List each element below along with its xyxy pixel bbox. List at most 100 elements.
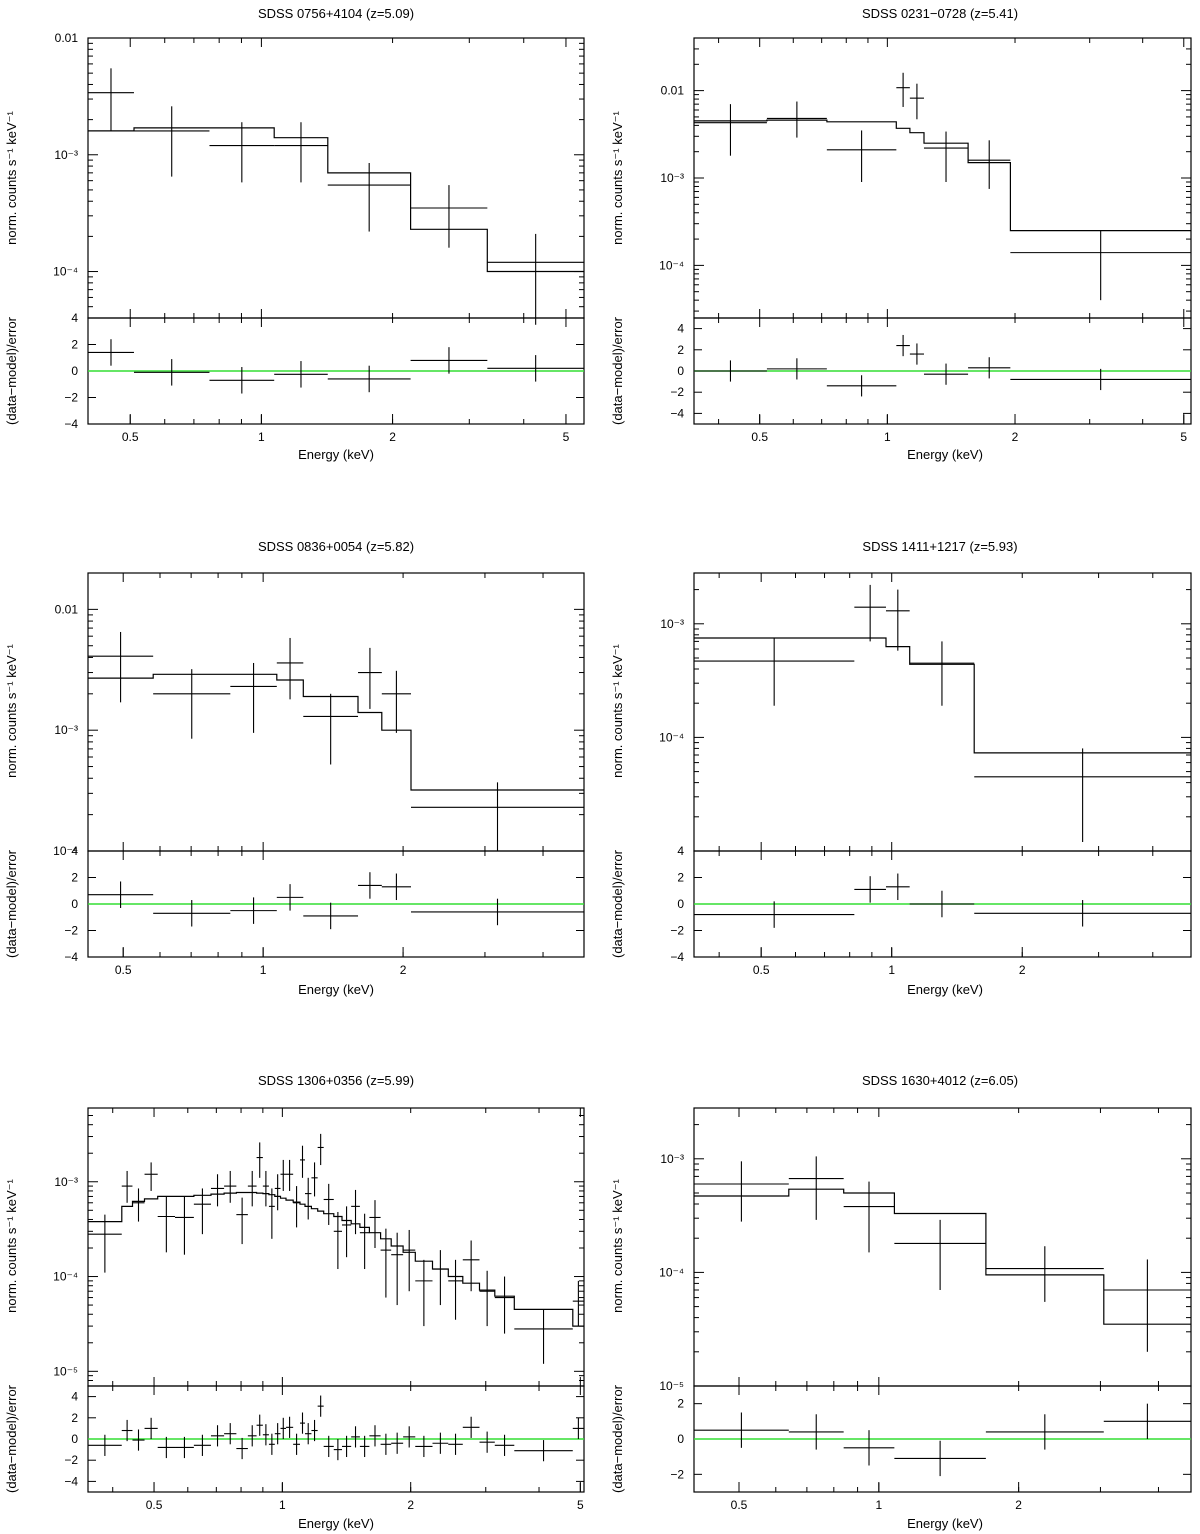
panel-title: SDSS 0836+0054 (z=5.82)	[258, 539, 414, 554]
panel-title: SDSS 1306+0356 (z=5.99)	[258, 1073, 414, 1088]
spectrum-plot: 0.01 10⁻³ 10⁻⁴	[53, 572, 585, 858]
residual-plot: 0.5 1 2 5 −4 −2 0 2 4	[64, 311, 585, 444]
x-tick-label: 0.5	[731, 1498, 748, 1512]
y-tick-label: 10⁻⁴	[659, 258, 684, 272]
residual-plot: 0.5 1 2 5 −4 −2 0 2 4	[670, 317, 1192, 444]
residual-y-tick-label: 0	[677, 897, 684, 911]
x-tick-label: 0.5	[122, 430, 139, 444]
residual-y-tick-label: −2	[670, 1467, 684, 1481]
x-axis-label: Energy (keV)	[907, 1516, 983, 1531]
residual-axis-label: (data−model)/error	[610, 1384, 625, 1493]
y-tick-label: 10⁻⁴	[53, 1270, 78, 1284]
x-tick-label: 2	[400, 963, 407, 977]
model-step-line	[694, 1188, 1191, 1325]
residual-y-tick-label: −4	[64, 1474, 78, 1488]
model-step-line	[694, 119, 1191, 232]
y-tick-label: 10⁻⁴	[53, 265, 78, 279]
y-tick-label: 0.01	[55, 602, 79, 616]
x-tick-label: 5	[563, 430, 570, 444]
x-tick-label: 1	[279, 1498, 286, 1512]
y-tick-label: 0.01	[661, 84, 685, 98]
residual-plot: 0.5 1 2 5 −4 −2 0 2 4	[64, 1385, 585, 1512]
y-tick-label: 10⁻⁴	[659, 730, 684, 744]
x-tick-label: 1	[260, 963, 267, 977]
residual-y-tick-label: 4	[677, 844, 684, 858]
x-axis-label: Energy (keV)	[907, 447, 983, 462]
x-axis-label: Energy (keV)	[298, 447, 374, 462]
y-tick-label: 0.01	[55, 31, 79, 45]
model-step-line	[88, 127, 584, 273]
y-axis-label: norm. counts s⁻¹ keV⁻¹	[4, 111, 19, 245]
y-tick-label: 10⁻³	[660, 1152, 684, 1166]
y-axis-label: norm. counts s⁻¹ keV⁻¹	[610, 111, 625, 245]
x-axis-label: Energy (keV)	[298, 982, 374, 997]
model-step-line	[88, 673, 584, 791]
panel-sdss-1411: SDSS 1411+1217 (z=5.93) norm. counts s⁻¹…	[610, 539, 1192, 997]
panel-title: SDSS 0756+4104 (z=5.09)	[258, 6, 414, 21]
x-axis-label: Energy (keV)	[907, 982, 983, 997]
y-tick-label: 10⁻⁴	[659, 1265, 684, 1279]
x-axis-label: Energy (keV)	[298, 1516, 374, 1531]
residual-y-tick-label: 0	[71, 1432, 78, 1446]
spectrum-frame	[87, 37, 585, 319]
residual-y-tick-label: 4	[71, 311, 78, 325]
residual-y-tick-label: 2	[677, 1397, 684, 1411]
y-tick-label: 10⁻³	[54, 723, 78, 737]
residual-y-tick-label: 2	[71, 338, 78, 352]
residual-plot: 0.5 1 2 −2 0 2	[670, 1385, 1192, 1512]
y-tick-label: 10⁻⁵	[659, 1379, 684, 1393]
x-tick-label: 2	[1019, 963, 1026, 977]
panel-sdss-1630: SDSS 1630+4012 (z=6.05) norm. counts s⁻¹…	[610, 1073, 1192, 1531]
x-tick-label: 5	[577, 1498, 584, 1512]
panel-sdss-0836: SDSS 0836+0054 (z=5.82) norm. counts s⁻¹…	[4, 539, 585, 997]
residual-axis-label: (data−model)/error	[610, 849, 625, 958]
residual-y-tick-label: −2	[64, 1453, 78, 1467]
residual-y-tick-label: 4	[677, 322, 684, 336]
residual-y-tick-label: −4	[670, 950, 684, 964]
panel-title: SDSS 0231−0728 (z=5.41)	[862, 6, 1018, 21]
residual-y-tick-label: 2	[677, 343, 684, 357]
residual-y-tick-label: 4	[71, 844, 78, 858]
residual-axis-label: (data−model)/error	[4, 849, 19, 958]
spectrum-frame	[693, 1107, 1192, 1387]
x-tick-label: 2	[389, 430, 396, 444]
residual-y-tick-label: 2	[71, 871, 78, 885]
x-tick-label: 5	[1180, 430, 1187, 444]
residual-axis-label: (data−model)/error	[4, 316, 19, 425]
panel-sdss-1306: SDSS 1306+0356 (z=5.99) norm. counts s⁻¹…	[4, 1073, 585, 1531]
panel-title: SDSS 1411+1217 (z=5.93)	[862, 539, 1017, 554]
y-tick-label: 10⁻⁵	[53, 1364, 78, 1378]
residual-y-tick-label: 4	[71, 1390, 78, 1404]
spectrum-frame	[693, 572, 1192, 852]
spectrum-plot: 10⁻³ 10⁻⁴ 10⁻⁵	[659, 1107, 1192, 1393]
residual-y-tick-label: −4	[64, 417, 78, 431]
x-tick-label: 0.5	[753, 963, 770, 977]
y-axis-label: norm. counts s⁻¹ keV⁻¹	[4, 644, 19, 778]
y-tick-label: 10⁻³	[54, 148, 78, 162]
x-tick-label: 0.5	[146, 1498, 163, 1512]
residual-y-tick-label: −2	[64, 391, 78, 405]
x-tick-label: 1	[884, 430, 891, 444]
residual-y-tick-label: −2	[670, 385, 684, 399]
residual-y-tick-label: 2	[71, 1411, 78, 1425]
x-tick-label: 0.5	[751, 430, 768, 444]
model-step-line	[88, 1191, 584, 1327]
x-tick-label: 2	[1012, 430, 1019, 444]
y-tick-label: 10⁻³	[660, 617, 684, 631]
residual-y-tick-label: 0	[71, 364, 78, 378]
residual-axis-label: (data−model)/error	[4, 1384, 19, 1493]
spectrum-plot: 10⁻³ 10⁻⁴	[659, 572, 1192, 852]
residual-plot: 0.5 1 2 −4 −2 0 2 4	[64, 844, 585, 977]
y-axis-label: norm. counts s⁻¹ keV⁻¹	[610, 1179, 625, 1313]
spectrum-plot: 10⁻³ 10⁻⁴ 10⁻⁵	[53, 1107, 585, 1387]
x-tick-label: 2	[1015, 1498, 1022, 1512]
x-tick-label: 0.5	[115, 963, 132, 977]
residual-y-tick-label: −4	[64, 950, 78, 964]
spectrum-frame	[693, 37, 1192, 319]
y-tick-label: 10⁻⁴	[53, 844, 78, 858]
x-tick-label: 1	[875, 1498, 882, 1512]
x-tick-label: 1	[258, 430, 265, 444]
spectrum-frame	[87, 1107, 585, 1387]
residual-axis-label: (data−model)/error	[610, 316, 625, 425]
